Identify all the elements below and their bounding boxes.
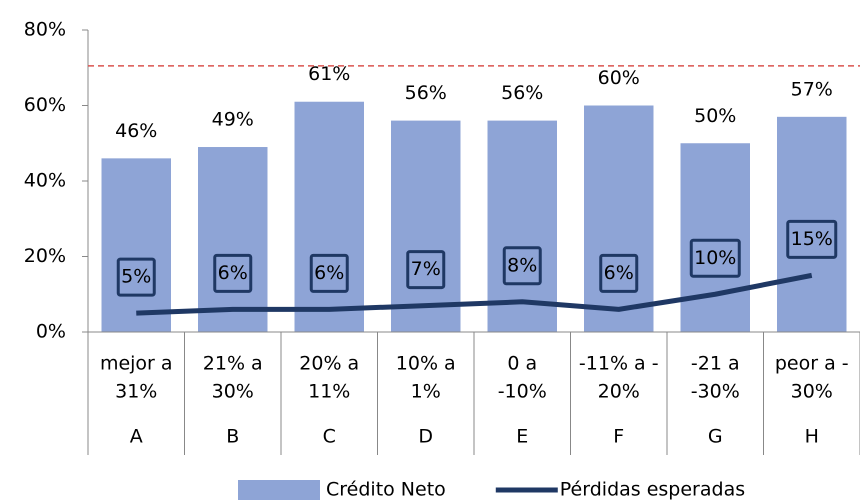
x-tick-label: 30% xyxy=(791,381,833,403)
line-label: 6% xyxy=(218,262,248,284)
group-label: D xyxy=(418,426,433,448)
label-box xyxy=(309,253,349,293)
group-label: H xyxy=(805,426,819,448)
bar xyxy=(101,158,171,332)
bar-label: 57% xyxy=(791,78,833,100)
label-box xyxy=(502,246,542,286)
y-tick-label: 60% xyxy=(24,94,66,116)
line-label: 6% xyxy=(604,262,634,284)
bar-label: 50% xyxy=(694,105,736,127)
label-box xyxy=(786,219,838,259)
group-label: G xyxy=(708,426,723,448)
bar xyxy=(294,101,364,332)
line-label: 8% xyxy=(507,254,537,276)
bar xyxy=(584,105,654,332)
legend-swatch xyxy=(238,480,320,500)
group-label: C xyxy=(323,426,336,448)
bar xyxy=(198,147,268,332)
line-label: 10% xyxy=(694,247,736,269)
label-box xyxy=(116,257,156,297)
x-tick-label: -21 a xyxy=(691,353,740,375)
bar-label: 46% xyxy=(115,120,157,142)
y-tick-label: 20% xyxy=(24,245,66,267)
x-tick-label: -30% xyxy=(691,381,740,403)
line-label: 5% xyxy=(121,266,151,288)
line xyxy=(136,272,813,316)
bar-label: 60% xyxy=(598,67,640,89)
label-box xyxy=(406,250,446,290)
group-label: F xyxy=(613,426,624,448)
line-label: 6% xyxy=(314,262,344,284)
y-tick-label: 80% xyxy=(24,19,66,41)
x-tick-label: -10% xyxy=(498,381,547,403)
x-tick-label: 21% a xyxy=(203,353,263,375)
line-label: 15% xyxy=(791,228,833,250)
bar-label: 56% xyxy=(405,82,447,104)
x-tick-label: -11% a - xyxy=(579,353,659,375)
x-tick-label: 1% xyxy=(411,381,441,403)
bar-label: 56% xyxy=(501,82,543,104)
y-tick-label: 0% xyxy=(36,321,66,343)
x-tick-label: 20% a xyxy=(299,353,359,375)
bar-label: 49% xyxy=(212,109,254,131)
x-tick-label: 30% xyxy=(212,381,254,403)
bar-label: 61% xyxy=(308,63,350,85)
bar xyxy=(487,120,557,332)
x-tick-label: peor a - xyxy=(775,353,849,375)
bar xyxy=(391,120,461,332)
x-tick-label: 10% a xyxy=(396,353,456,375)
group-label: A xyxy=(130,426,143,448)
y-tick-label: 40% xyxy=(24,170,66,192)
label-box xyxy=(213,253,253,293)
x-tick-label: 11% xyxy=(308,381,350,403)
x-tick-label: 20% xyxy=(598,381,640,403)
x-tick-label: 0 a xyxy=(507,353,537,375)
legend-label: Pérdidas esperadas xyxy=(560,479,745,500)
label-box xyxy=(689,238,741,278)
legend-label: Crédito Neto xyxy=(326,479,446,500)
x-tick-label: mejor a xyxy=(100,353,173,375)
group-label: E xyxy=(516,426,528,448)
line-label: 7% xyxy=(411,258,441,280)
bar xyxy=(680,143,750,332)
label-box xyxy=(599,253,639,293)
group-label: B xyxy=(226,426,239,448)
x-tick-label: 31% xyxy=(115,381,157,403)
